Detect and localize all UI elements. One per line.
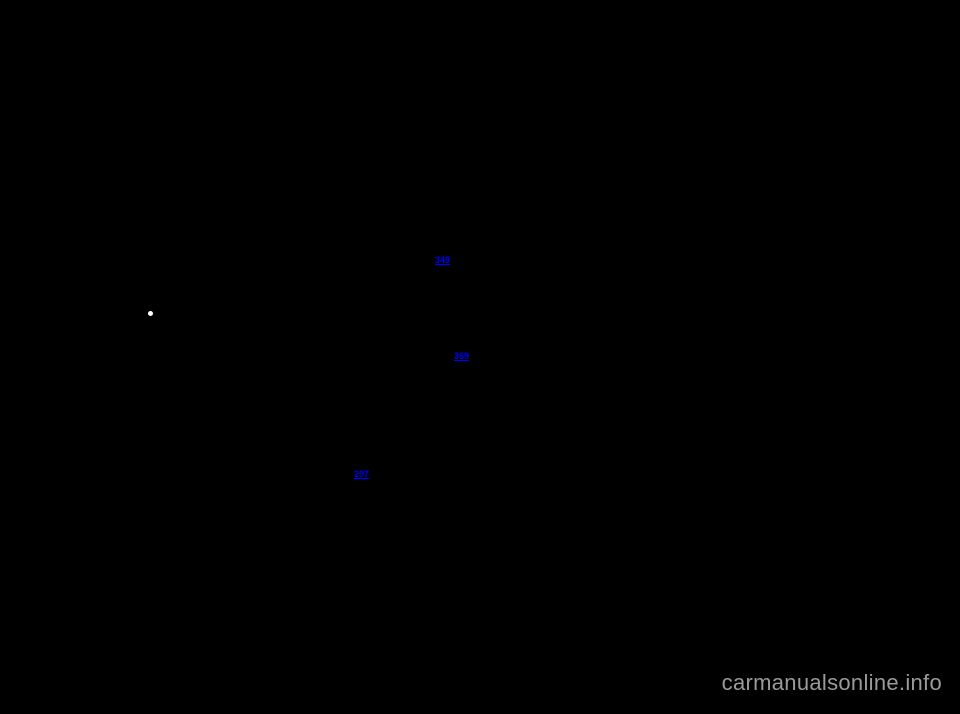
page-link-349[interactable]: 349 — [435, 255, 450, 265]
watermark-text: carmanualsonline.info — [722, 670, 942, 696]
page-link-369[interactable]: 369 — [454, 351, 469, 361]
manual-page: 349 369 297 carmanualsonline.info — [0, 0, 960, 714]
bullet-point — [148, 311, 153, 316]
page-link-297[interactable]: 297 — [354, 469, 369, 479]
